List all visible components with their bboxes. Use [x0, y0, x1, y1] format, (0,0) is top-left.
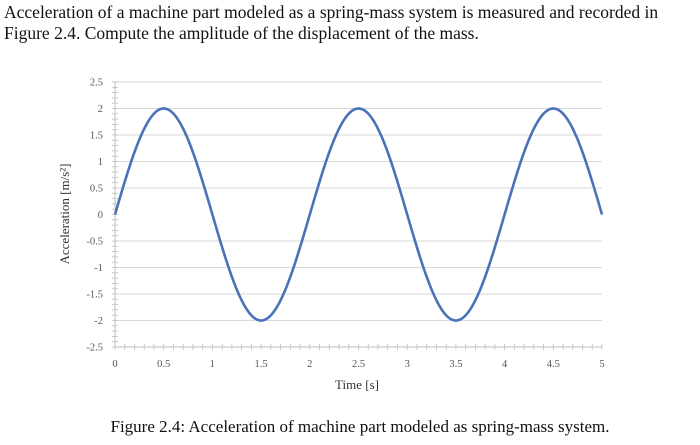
x-tick-label: 3.5 — [449, 359, 462, 370]
y-tick-label: -1.5 — [86, 290, 103, 301]
acceleration-series-line — [113, 107, 604, 322]
y-tick-label: 2 — [98, 104, 103, 115]
x-tick-label: 5 — [599, 359, 604, 370]
x-tick-labels: 0 0.5 1 1.5 2 2.5 3 3.5 4 4.5 5 — [112, 359, 604, 370]
y-tick-label: 1.5 — [90, 131, 103, 142]
y-tick-label: -1 — [94, 263, 103, 274]
y-tick-label: -0.5 — [86, 237, 103, 248]
y-tick-label: 0.5 — [90, 184, 103, 195]
x-tick-label: 0.5 — [157, 359, 170, 370]
x-axis-label: Time [s] — [335, 377, 379, 392]
x-tick-label: 2.5 — [352, 359, 365, 370]
chart-axes — [112, 81, 603, 350]
x-tick-label: 0 — [112, 359, 117, 370]
figure-caption: Figure 2.4: Acceleration of machine part… — [110, 417, 610, 436]
x-tick-label: 2 — [307, 359, 312, 370]
x-tick-label: 4.5 — [547, 359, 560, 370]
y-tick-labels: 2.5 2 1.5 1 0.5 0 -0.5 -1 -1.5 -2 -2.5 — [86, 78, 103, 354]
y-tick-label: 1 — [98, 157, 103, 168]
y-tick-label: -2.5 — [86, 343, 103, 354]
chart-series — [113, 107, 604, 322]
x-tick-label: 4 — [502, 359, 508, 370]
y-tick-label: 2.5 — [90, 78, 103, 89]
y-tick-label: 0 — [98, 210, 103, 221]
y-tick-label: -2 — [94, 316, 103, 327]
x-tick-label: 1 — [210, 359, 215, 370]
problem-statement: Acceleration of a machine part modeled a… — [4, 2, 659, 43]
y-axis-label: Acceleration [m/s²] — [57, 164, 72, 265]
x-tick-label: 3 — [405, 359, 410, 370]
chart-grid — [115, 81, 602, 348]
x-tick-label: 1.5 — [255, 359, 268, 370]
